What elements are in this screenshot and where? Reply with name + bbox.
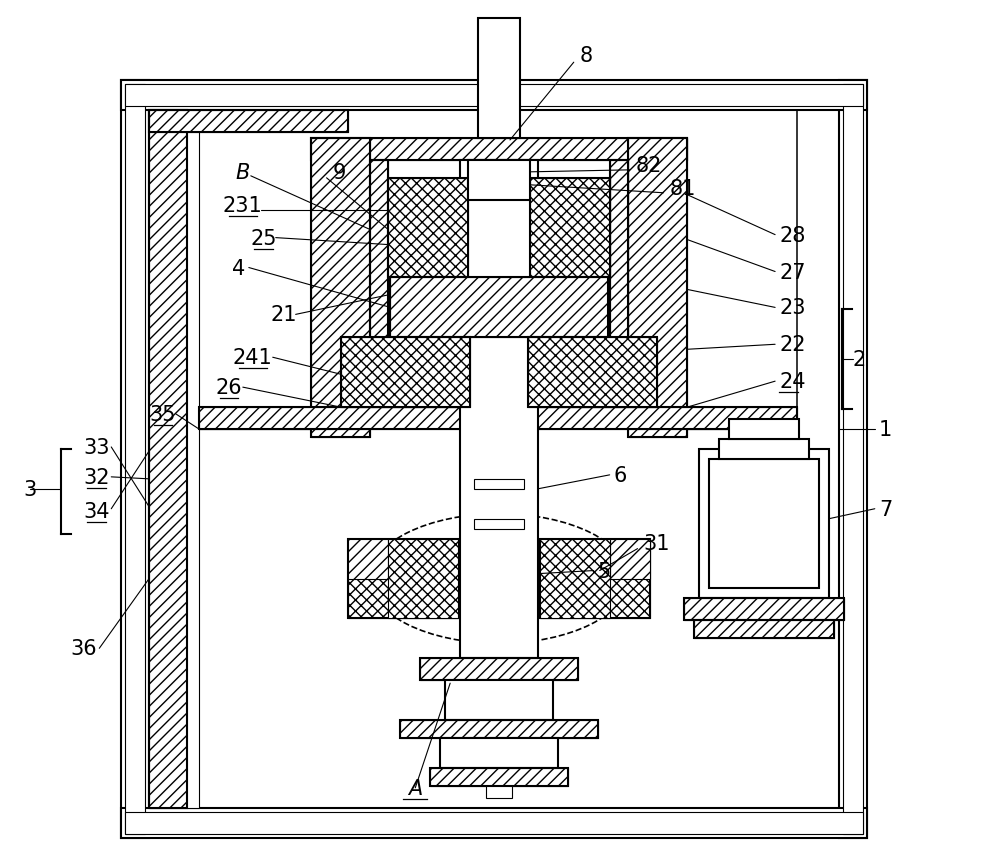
Text: 8: 8: [580, 46, 593, 66]
Bar: [486, 786, 512, 798]
Bar: [709, 460, 819, 589]
Text: 24: 24: [779, 372, 806, 392]
Bar: [341, 338, 470, 407]
Text: 6: 6: [614, 465, 627, 486]
Bar: [528, 338, 657, 407]
Text: 25: 25: [251, 228, 277, 248]
Text: 3: 3: [23, 480, 36, 499]
Bar: [684, 598, 844, 621]
Bar: [530, 178, 610, 278]
Bar: [121, 808, 867, 838]
Bar: [430, 768, 568, 786]
Bar: [400, 720, 598, 738]
Polygon shape: [348, 539, 388, 579]
Bar: [311, 139, 370, 437]
Bar: [388, 178, 468, 278]
Bar: [370, 161, 388, 419]
Bar: [149, 111, 187, 808]
Bar: [440, 738, 558, 768]
Bar: [729, 419, 799, 439]
Text: 27: 27: [779, 263, 806, 282]
Text: 231: 231: [223, 195, 263, 215]
Bar: [430, 768, 568, 786]
Bar: [528, 338, 657, 407]
Text: 35: 35: [150, 405, 176, 424]
Bar: [610, 161, 628, 419]
Bar: [474, 480, 524, 489]
Bar: [199, 407, 797, 430]
Bar: [390, 278, 608, 338]
Polygon shape: [540, 539, 610, 619]
Bar: [341, 338, 470, 407]
Text: 5: 5: [598, 561, 611, 581]
Bar: [121, 81, 149, 838]
Bar: [187, 111, 199, 808]
Bar: [311, 139, 687, 161]
Bar: [839, 81, 867, 838]
Text: 1: 1: [879, 419, 892, 439]
Bar: [540, 539, 650, 619]
Text: 2: 2: [853, 350, 866, 369]
Bar: [694, 621, 834, 639]
Bar: [125, 85, 145, 833]
Bar: [125, 812, 863, 833]
Bar: [400, 720, 598, 738]
Bar: [843, 85, 863, 833]
Text: 32: 32: [83, 468, 110, 487]
Bar: [530, 178, 610, 278]
Text: 9: 9: [333, 163, 346, 183]
Bar: [540, 539, 650, 619]
Text: 82: 82: [636, 156, 662, 176]
Bar: [121, 81, 867, 111]
Text: 23: 23: [779, 298, 806, 318]
Bar: [478, 19, 520, 139]
Bar: [199, 407, 797, 430]
Bar: [388, 178, 468, 278]
Bar: [628, 139, 687, 437]
Bar: [699, 449, 829, 598]
Text: 28: 28: [779, 226, 805, 245]
Bar: [311, 139, 370, 437]
Bar: [420, 659, 578, 680]
Text: 7: 7: [879, 499, 892, 519]
Bar: [445, 680, 553, 720]
Text: 31: 31: [644, 533, 670, 553]
Text: 33: 33: [83, 437, 110, 457]
Bar: [684, 598, 844, 621]
Bar: [348, 539, 458, 619]
Text: 241: 241: [233, 348, 273, 368]
Text: 22: 22: [779, 335, 806, 355]
Text: 21: 21: [271, 305, 297, 325]
Polygon shape: [610, 539, 650, 579]
Text: 81: 81: [669, 178, 696, 199]
Bar: [474, 519, 524, 529]
Bar: [390, 278, 608, 338]
Text: 26: 26: [216, 378, 242, 398]
Bar: [694, 621, 834, 639]
Text: A: A: [408, 778, 422, 798]
Text: 34: 34: [83, 501, 110, 521]
Text: 36: 36: [70, 639, 97, 659]
Bar: [348, 539, 458, 619]
Bar: [628, 139, 687, 437]
Bar: [125, 85, 863, 107]
Bar: [468, 161, 530, 201]
Bar: [149, 111, 348, 133]
Bar: [149, 111, 348, 133]
Bar: [370, 161, 388, 419]
Bar: [610, 161, 628, 419]
Bar: [460, 161, 538, 659]
Bar: [719, 439, 809, 460]
Bar: [420, 659, 578, 680]
Polygon shape: [388, 539, 458, 619]
Bar: [149, 111, 187, 808]
Bar: [311, 139, 687, 161]
Text: B: B: [236, 163, 250, 183]
Text: 4: 4: [232, 258, 245, 278]
